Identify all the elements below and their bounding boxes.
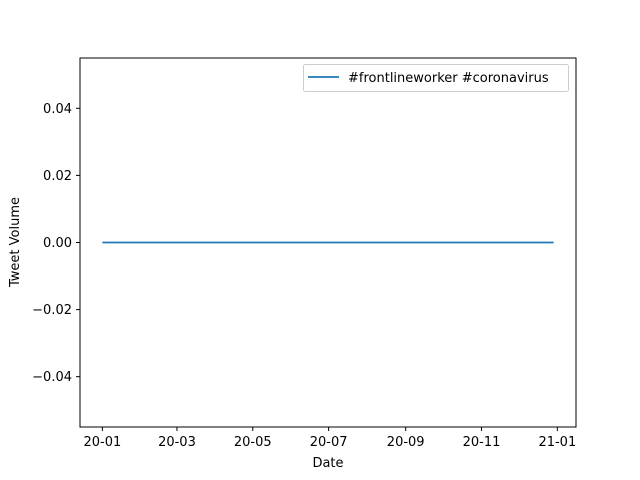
y-tick-label: −0.02 (32, 303, 72, 318)
y-axis: 0.04 0.02 0.00 −0.02 −0.04 (32, 102, 80, 385)
x-tick-label: 20-07 (310, 435, 348, 450)
y-tick-label: 0.04 (43, 102, 72, 117)
legend-entry-label: #frontlineworker #coronavirus (348, 71, 549, 86)
y-tick-label: −0.04 (32, 370, 72, 385)
x-axis-label: Date (312, 456, 343, 471)
y-tick-label: 0.02 (43, 169, 72, 184)
legend: #frontlineworker #coronavirus (303, 64, 569, 92)
x-axis: 20-01 20-03 20-05 20-07 20-09 20-11 21-01 (83, 427, 576, 450)
y-tick-label: 0.00 (43, 236, 72, 251)
y-axis-label: Tweet Volume (8, 197, 23, 288)
x-tick-label: 21-01 (538, 435, 576, 450)
x-tick-label: 20-01 (83, 435, 121, 450)
x-tick-label: 20-05 (234, 435, 272, 450)
x-tick-label: 20-11 (463, 435, 501, 450)
legend-box (303, 64, 569, 92)
x-tick-label: 20-03 (158, 435, 196, 450)
x-tick-label: 20-09 (387, 435, 425, 450)
